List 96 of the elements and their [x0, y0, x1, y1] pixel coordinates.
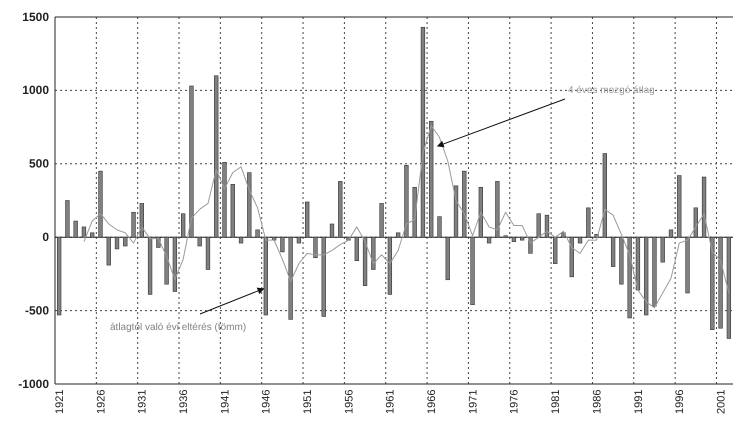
bar — [644, 236, 648, 316]
bar — [437, 216, 442, 238]
y-tick-label: 1500 — [22, 10, 50, 24]
bar — [280, 236, 285, 252]
bar — [429, 120, 434, 238]
bar — [668, 230, 674, 238]
bar — [685, 236, 690, 294]
x-tick-label: 1946 — [260, 390, 273, 414]
bar — [710, 236, 714, 330]
y-tick-label: -500 — [24, 303, 50, 318]
bar — [354, 236, 359, 261]
bar — [578, 236, 582, 244]
bar — [446, 236, 450, 280]
bar — [164, 236, 169, 284]
bar — [512, 236, 516, 242]
bar — [602, 153, 607, 238]
bar — [586, 208, 590, 238]
bar — [470, 236, 475, 306]
bar — [206, 236, 210, 270]
bar — [486, 236, 492, 244]
bar — [388, 236, 392, 295]
x-tick-label: 1931 — [136, 390, 149, 414]
bar — [140, 203, 144, 238]
y-tick-label: 500 — [28, 156, 50, 171]
x-tick-label: 1971 — [467, 390, 480, 414]
bar — [288, 236, 293, 320]
y-tick-label: -1000 — [18, 376, 50, 391]
bar — [106, 236, 111, 266]
bar — [396, 232, 400, 238]
x-tick-label: 1936 — [178, 390, 190, 414]
bar — [694, 208, 698, 238]
x-tick-label: 2001 — [715, 390, 728, 414]
x-tick-label: 1956 — [343, 390, 356, 414]
bar — [172, 236, 178, 292]
bar — [296, 236, 302, 244]
bar — [520, 236, 524, 240]
x-tick-label: 1996 — [674, 390, 686, 414]
bar — [189, 86, 194, 238]
bar — [379, 203, 384, 238]
text: 4 éves mozgó átlag — [568, 85, 655, 96]
bar — [82, 226, 86, 238]
bar — [98, 170, 103, 238]
bar — [123, 236, 128, 246]
y-tick-label: 0 — [42, 230, 50, 244]
bar — [636, 236, 640, 290]
bar — [553, 236, 558, 264]
bar — [214, 75, 218, 238]
bar — [74, 220, 78, 238]
bar — [660, 236, 665, 262]
bar — [322, 236, 326, 317]
x-tick-label: 1951 — [302, 390, 314, 414]
y-tick-label: 1000 — [22, 83, 50, 98]
bar — [570, 236, 574, 278]
bar — [238, 236, 244, 244]
x-tick-label: 1941 — [219, 390, 232, 414]
x-tick-label: 1966 — [426, 390, 438, 414]
x-tick-label: 1961 — [384, 390, 397, 414]
bar — [726, 236, 732, 339]
bar — [181, 213, 186, 238]
x-tick-label: 1926 — [95, 390, 108, 414]
x-tick-label: 1976 — [508, 390, 521, 414]
bar — [90, 232, 94, 238]
bar — [420, 26, 426, 238]
bar — [627, 236, 632, 318]
x-tick-label: 1991 — [632, 390, 645, 414]
series-label: átlagtól való évi eltérés (tömm) — [110, 322, 246, 333]
bar — [536, 213, 541, 238]
bar — [412, 186, 417, 238]
bar — [222, 162, 227, 238]
bar — [404, 164, 409, 238]
bar — [677, 175, 682, 238]
bar — [338, 181, 342, 238]
x-tick-label: 1986 — [591, 390, 604, 414]
bar — [478, 186, 483, 238]
bar — [330, 224, 334, 238]
x-tick-label: 1921 — [54, 390, 66, 414]
bar — [255, 230, 260, 238]
bar — [131, 212, 136, 238]
bar — [247, 172, 252, 238]
bar — [65, 200, 70, 238]
bar — [652, 236, 657, 306]
bar — [264, 236, 268, 316]
bar — [56, 236, 62, 316]
bar — [495, 181, 500, 238]
bar — [371, 236, 376, 270]
bar — [148, 236, 152, 295]
line-series — [83, 125, 730, 308]
bar — [610, 236, 616, 267]
bar — [114, 236, 120, 250]
bar — [619, 236, 624, 284]
bar — [462, 170, 466, 238]
bar — [305, 202, 310, 238]
bar — [230, 184, 235, 238]
bar — [718, 236, 723, 329]
bar — [198, 236, 202, 246]
x-tick-label: 1981 — [550, 390, 562, 414]
